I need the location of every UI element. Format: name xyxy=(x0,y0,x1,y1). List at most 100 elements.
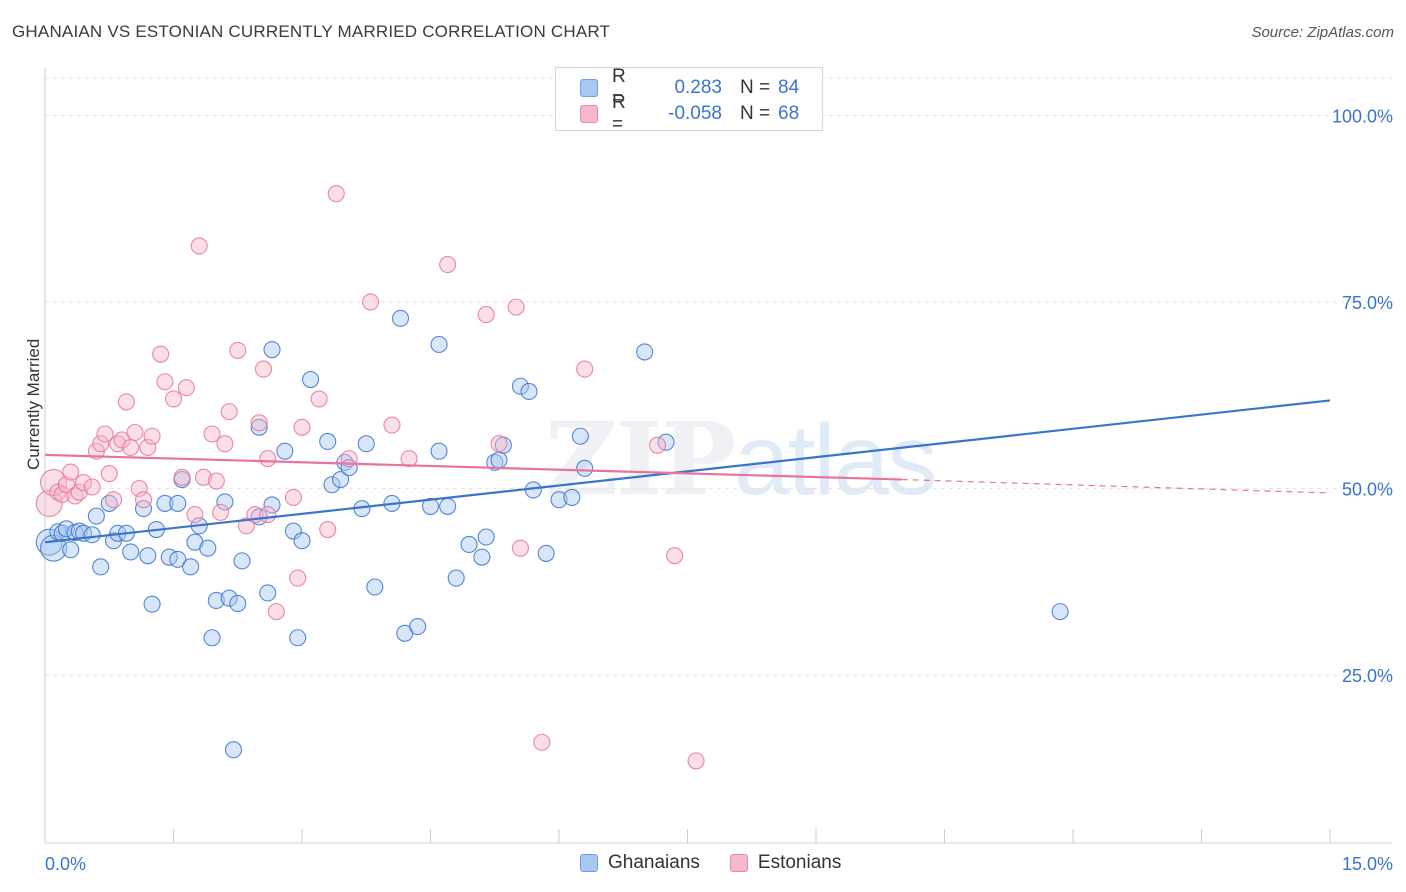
estonian-point xyxy=(156,373,174,391)
ghanaian-point xyxy=(302,370,320,389)
legend-item-estonians[interactable]: Estonians xyxy=(729,852,842,874)
estonian-point xyxy=(83,478,101,496)
ghanaian-point xyxy=(421,497,440,515)
estonian-point xyxy=(229,341,247,359)
ghanaian-point xyxy=(460,535,478,554)
series-legend: Ghanaians Estonians xyxy=(580,852,871,874)
watermark: ZIPatlas xyxy=(545,400,937,518)
estonian-point xyxy=(254,360,273,378)
ghanaian-point xyxy=(203,629,221,647)
ghanaian-point xyxy=(430,335,448,353)
ghanaian-point xyxy=(289,629,307,647)
ghanaian-point xyxy=(520,382,538,401)
estonian-point xyxy=(687,752,705,770)
ghanaian-point xyxy=(169,494,187,512)
ghanaian-point xyxy=(576,459,594,477)
ghanaian-point xyxy=(331,470,350,489)
ghanaian-point xyxy=(323,476,341,494)
estonian-point xyxy=(117,393,135,411)
estonian-point xyxy=(152,345,170,363)
estonian-point xyxy=(511,539,530,557)
estonian-point xyxy=(293,418,311,436)
legend-n-value: 84 xyxy=(778,77,800,98)
ghanaian-point xyxy=(156,494,174,512)
estonian-point xyxy=(203,425,221,443)
estonian-point xyxy=(122,438,140,456)
estonian-point xyxy=(439,256,457,274)
legend-r-value: 0.283 xyxy=(674,77,722,98)
estonian-point xyxy=(143,427,161,445)
legend-swatch-ghanaians xyxy=(580,79,598,97)
estonian-point xyxy=(35,489,63,517)
legend-r-label: R = xyxy=(612,92,626,135)
ghanaian-point xyxy=(430,442,448,460)
ghanaian-point xyxy=(224,741,243,759)
estonian-point xyxy=(533,733,551,751)
ghanaian-point xyxy=(199,539,217,557)
estonian-point xyxy=(207,472,225,490)
ghanaian-point xyxy=(473,548,491,566)
estonian-point xyxy=(190,237,208,255)
estonian-point xyxy=(284,488,302,506)
estonian-point xyxy=(507,298,525,316)
estonian-point xyxy=(250,414,268,432)
ghanaian-point xyxy=(636,343,654,361)
estonian-point xyxy=(220,403,238,421)
source-label: Source: ZipAtlas.com xyxy=(1251,24,1394,41)
ghanaian-point xyxy=(511,377,530,395)
estonian-point xyxy=(289,569,307,587)
legend-row-estonians: R = -0.058 N = 68 xyxy=(580,92,799,135)
legend-swatch-estonians xyxy=(729,854,748,872)
legend-swatch-estonians xyxy=(580,105,598,123)
ghanaian-point xyxy=(263,341,281,359)
estonian-point xyxy=(648,436,667,454)
tick-labels: 25.0% 50.0% 75.0% 100.0% 0.0% 15.0% xyxy=(45,106,1393,874)
y-tick-label: 75.0% xyxy=(1342,293,1393,313)
ghanaian-point xyxy=(92,558,110,576)
ghanaian-point xyxy=(447,569,465,587)
ghanaian-point xyxy=(537,544,555,562)
ghanaian-point xyxy=(284,522,302,540)
ghanaian-point xyxy=(207,591,225,609)
ghanaian-point xyxy=(229,594,247,612)
estonian-point xyxy=(186,506,204,524)
estonian-point xyxy=(100,465,118,483)
ghanaian-point xyxy=(143,595,161,613)
estonian-point xyxy=(267,603,285,621)
estonian-point xyxy=(75,473,93,492)
legend-item-ghanaians[interactable]: Ghanaians xyxy=(580,852,700,874)
estonian-point xyxy=(70,483,88,501)
ghanaian-point xyxy=(263,496,281,514)
legend-r-label: R = xyxy=(612,66,626,109)
ghanaian-point xyxy=(169,550,187,568)
ghanaian-point xyxy=(366,578,384,596)
estonian-point xyxy=(126,423,144,442)
x-tick-label: 15.0% xyxy=(1342,854,1393,874)
estonian-trend-extension xyxy=(901,478,1331,494)
estonian-point xyxy=(164,390,183,408)
y-tick-label: 25.0% xyxy=(1342,666,1393,686)
ghanaian-point xyxy=(87,507,105,525)
ghanaian-point xyxy=(357,435,375,453)
legend-label-estonians: Estonians xyxy=(757,852,842,873)
estonian-point xyxy=(173,468,191,486)
estonian-point xyxy=(319,520,337,539)
estonian-point xyxy=(477,306,495,324)
chart-title: GHANAIAN VS ESTONIAN CURRENTLY MARRIED C… xyxy=(12,22,611,41)
estonian-point xyxy=(400,450,418,468)
estonian-point xyxy=(104,491,123,509)
legend-label-ghanaians: Ghanaians xyxy=(608,852,700,873)
ghanaian-point xyxy=(83,526,101,544)
legend-r-value: -0.058 xyxy=(668,103,722,124)
ghanaian-point xyxy=(62,541,80,559)
ghanaian-point xyxy=(139,547,157,565)
ghanaian-point xyxy=(563,488,581,506)
trend-lines xyxy=(44,399,1331,544)
estonian-point xyxy=(130,479,148,498)
ghanaian-point xyxy=(550,491,568,509)
ghanaian-point xyxy=(57,520,75,538)
stats-legend: R = 0.283 N = 84 R = -0.058 N = 68 xyxy=(555,66,823,135)
estonian-point xyxy=(259,450,277,468)
y-tick-label: 50.0% xyxy=(1342,479,1393,499)
